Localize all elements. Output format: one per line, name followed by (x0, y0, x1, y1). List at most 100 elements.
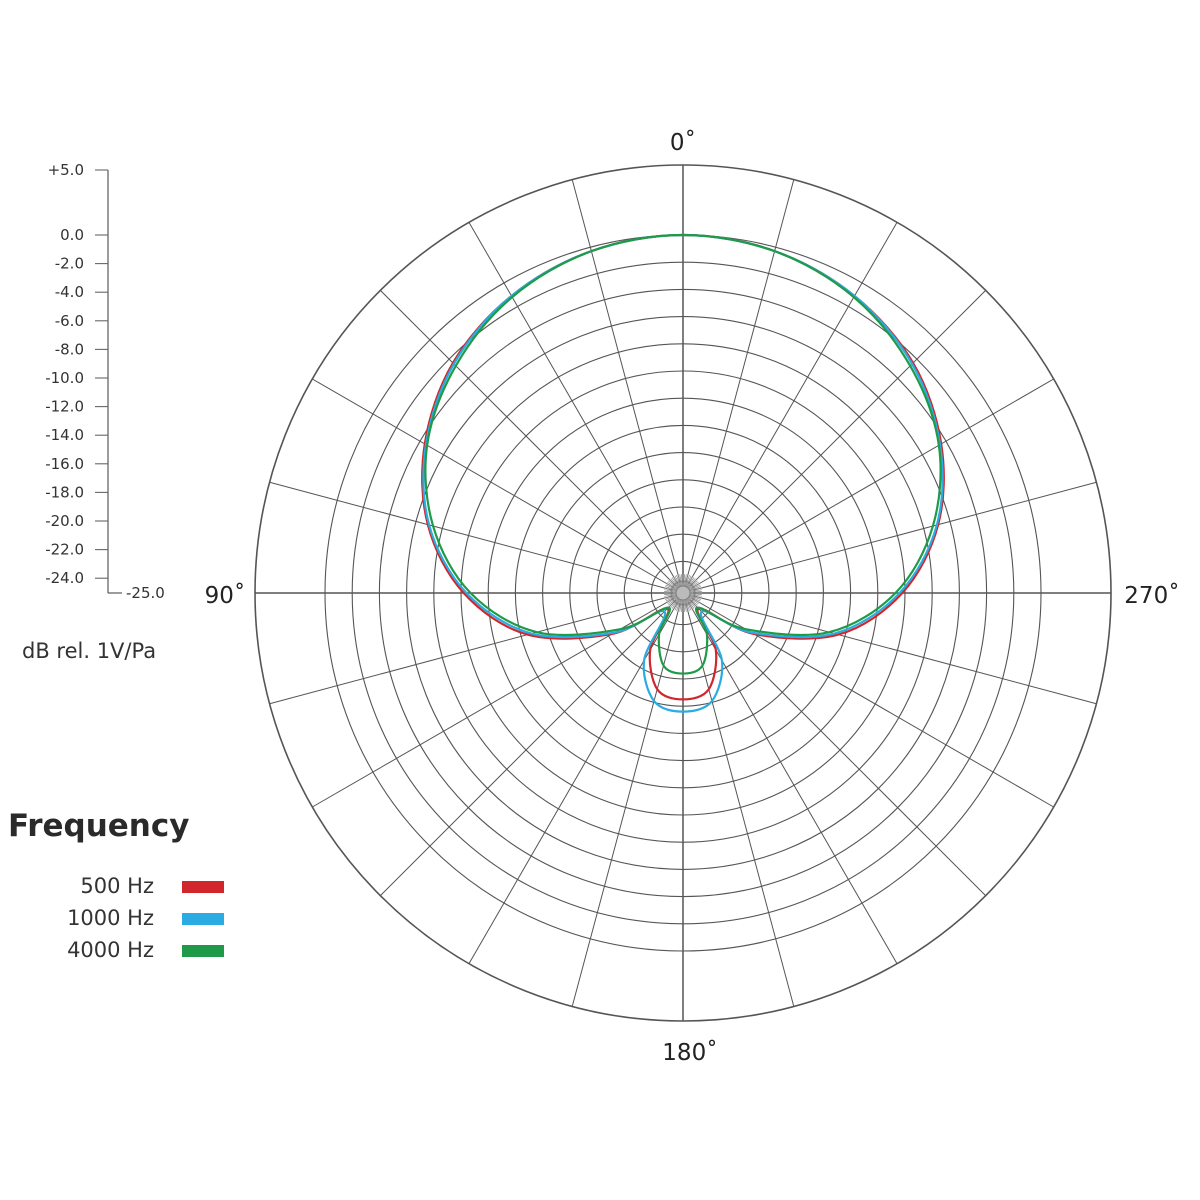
grid-hub-tick (666, 596, 678, 603)
radial-tick-label: -12.0 (45, 398, 84, 416)
grid-hub-tick (665, 586, 677, 591)
grid-hub-tick (679, 599, 683, 612)
angle-label-90: 90˚ (205, 582, 246, 609)
grid-hub-tick (689, 586, 701, 591)
grid-hub-tick (664, 594, 677, 599)
series-1000-hz (422, 233, 944, 713)
grid-spoke (692, 481, 1097, 591)
angle-label-270: 270˚ (1124, 582, 1179, 609)
grid-hub-tick (665, 595, 677, 600)
grid-hub-tick (687, 597, 697, 607)
radial-tick-label: -10.0 (45, 369, 84, 387)
grid-hub-tick (689, 587, 702, 592)
grid-spoke (691, 378, 1054, 589)
grid-center-hub (675, 585, 691, 601)
grid-hub-tick (685, 599, 692, 611)
grid-hub-tick (683, 574, 686, 587)
grid-hub-tick (666, 583, 678, 590)
grid-hub-tick (664, 593, 677, 597)
radial-scale-axis: +5.0 0.0 -2.0 -4.0 -6.0 -8.0 -10.0 -12.0 -14.0 -1… (45, 161, 165, 602)
polar-grid (254, 164, 1112, 1022)
grid-hub-tick (677, 574, 682, 587)
grid-spoke (687, 222, 898, 585)
series-4000-hz (424, 233, 942, 675)
grid-hub-tick (671, 598, 680, 609)
grid-spoke (468, 222, 679, 585)
legend-label: 4000 Hz (67, 938, 154, 962)
grid-hub-tick (680, 599, 683, 612)
grid-spoke (571, 602, 681, 1007)
radial-tick-label: +5.0 (48, 161, 84, 179)
grid-hub-tick (665, 595, 677, 602)
grid-spoke (689, 599, 986, 896)
grid-hub-tick (676, 575, 681, 587)
grid-hub-tick (677, 599, 682, 612)
grid-hub-tick (689, 593, 702, 596)
grid-hub-tick (683, 574, 687, 587)
grid-hub-tick (669, 579, 679, 589)
grid-hub-tick (671, 577, 680, 588)
grid-hub-tick (688, 596, 699, 605)
grid-hub-tick (689, 595, 701, 600)
grid-hub-tick (689, 589, 702, 593)
grid-hub-tick (676, 599, 681, 611)
grid-hub-tick (664, 590, 677, 593)
grid-spoke (380, 599, 677, 896)
grid-spoke (685, 179, 795, 584)
grid-spoke (692, 595, 1097, 705)
radial-tick-label: -6.0 (55, 312, 84, 330)
series-500-hz (421, 233, 945, 701)
grid-hub-tick (686, 576, 693, 588)
radial-tick-label: -18.0 (45, 483, 84, 501)
grid-hub-tick (673, 598, 680, 610)
grid-hub-tick (688, 581, 699, 590)
radial-tick-label: -22.0 (45, 541, 84, 559)
grid-hub-tick (674, 575, 681, 587)
grid-hub-tick (689, 594, 702, 599)
grid-hub-tick (689, 593, 702, 597)
angle-label-180: 180˚ (662, 1039, 717, 1066)
grid-hub-tick (685, 575, 690, 587)
grid-hub-tick (667, 581, 678, 590)
grid-hub-tick (686, 598, 695, 609)
grid-spoke (689, 290, 986, 587)
legend: Frequency 500 Hz 1000 Hz 4000 Hz (8, 808, 224, 962)
angle-label-0: 0˚ (670, 129, 696, 156)
radial-tick-label: -16.0 (45, 455, 84, 473)
grid-hub-tick (684, 574, 689, 587)
grid-spoke (269, 481, 674, 591)
legend-swatch (182, 913, 224, 925)
legend-label: 1000 Hz (67, 906, 154, 930)
legend-swatch (182, 945, 224, 957)
grid-spoke (685, 602, 795, 1007)
radial-tick-label: 0.0 (60, 226, 84, 244)
grid-hub-tick (686, 577, 695, 588)
grid-hub-tick (673, 576, 680, 588)
radial-tick-label: -8.0 (55, 340, 84, 358)
grid-hub-tick (686, 598, 693, 610)
grid-hub-tick (685, 575, 692, 587)
radial-tick-label: -2.0 (55, 255, 84, 273)
legend-title: Frequency (8, 808, 189, 844)
grid-spoke (380, 290, 677, 587)
radial-unit-label: dB rel. 1V/Pa (22, 639, 156, 663)
grid-hub-tick (688, 580, 698, 589)
grid-spoke (269, 595, 674, 705)
grid-hub-tick (670, 578, 679, 588)
legend-swatch (182, 881, 224, 893)
grid-spoke (312, 378, 675, 589)
grid-hub-tick (667, 596, 678, 605)
grid-hub-tick (665, 584, 677, 591)
grid-hub-tick (683, 599, 687, 612)
grid-hub-tick (688, 597, 698, 606)
grid-hub-tick (688, 583, 700, 590)
grid-hub-tick (664, 589, 677, 593)
grid-hub-tick (688, 596, 700, 603)
angle-labels: 0˚ 90˚ 180˚ 270˚ (205, 129, 1180, 1066)
grid-hub-tick (670, 598, 679, 608)
grid-hub-tick (664, 593, 677, 596)
grid-hub-tick (684, 599, 689, 612)
grid-hub-tick (687, 579, 697, 589)
polar-series (421, 233, 945, 713)
grid-hub-tick (689, 595, 701, 602)
